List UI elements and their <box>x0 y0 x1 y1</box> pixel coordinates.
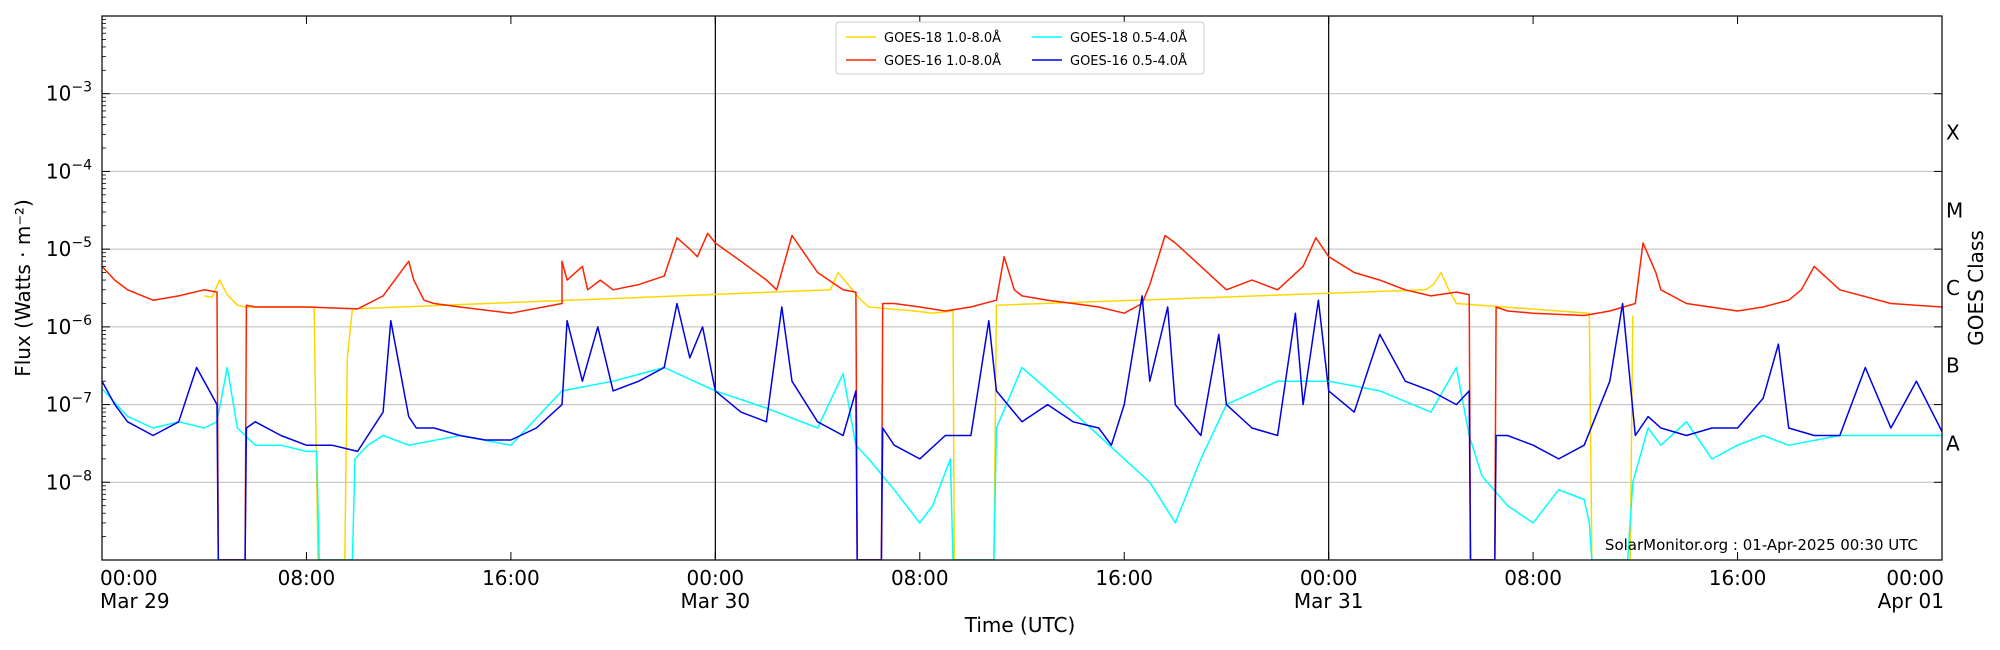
x-tick-date-label: Mar 30 <box>681 589 751 613</box>
x-axis-label: Time (UTC) <box>964 613 1076 637</box>
series-line <box>102 232 1942 560</box>
x-tick-label: 08:00 <box>278 566 336 590</box>
x-tick-label: 00:00 <box>687 566 745 590</box>
x-tick-date-label: Apr 01 <box>1878 589 1944 613</box>
legend-entry-label: GOES-18 0.5-4.0Å <box>1070 30 1187 46</box>
legend-entry-label: GOES-18 1.0-8.0Å <box>884 30 1001 46</box>
credit-text: SolarMonitor.org : 01-Apr-2025 00:30 UTC <box>1605 536 1918 554</box>
plot-frame <box>101 15 1943 561</box>
y-tick-label: 10−5 <box>46 235 92 261</box>
y-axis-label: Flux (Watts · m⁻²) <box>11 199 35 377</box>
goes-class-label: B <box>1946 354 1960 378</box>
y-axis-ticks: 10−8 10−7 10−6 10−5 10−4 10−3 <box>46 19 1942 538</box>
series-line <box>204 271 1634 560</box>
x-tick-label: 08:00 <box>891 566 949 590</box>
plot-series <box>102 232 1942 560</box>
x-tick-label: 00:00 <box>100 566 158 590</box>
y-tick-label: 10−3 <box>46 80 92 106</box>
goes-class-labels: A B C M X <box>1946 121 1963 456</box>
x-tick-label: 16:00 <box>482 566 540 590</box>
goes-class-label: A <box>1946 431 1960 455</box>
x-tick-label: 00:00 <box>1300 566 1358 590</box>
goes-class-label: C <box>1946 276 1960 300</box>
x-tick-label: 00:00 <box>1886 566 1944 590</box>
legend-entry-label: GOES-16 1.0-8.0Å <box>884 53 1001 69</box>
y-tick-label: 10−8 <box>46 468 92 494</box>
legend: GOES-18 1.0-8.0Å GOES-18 0.5-4.0Å GOES-16 … <box>835 21 1205 75</box>
x-tick-date-label: Mar 31 <box>1294 589 1364 613</box>
legend-entry-label: GOES-16 0.5-4.0Å <box>1070 53 1187 69</box>
x-tick-label: 16:00 <box>1095 566 1153 590</box>
goes-class-label: M <box>1946 198 1963 222</box>
y-axis-label-right: GOES Class <box>1964 230 1988 346</box>
x-tick-date-label: Mar 29 <box>100 589 170 613</box>
x-tick-label: 16:00 <box>1709 566 1767 590</box>
goes-class-label: X <box>1946 121 1960 145</box>
y-tick-label: 10−6 <box>46 313 92 339</box>
x-tick-label: 08:00 <box>1504 566 1562 590</box>
legend-box <box>835 21 1205 75</box>
y-tick-label: 10−7 <box>46 391 92 417</box>
y-tick-label: 10−4 <box>46 157 92 183</box>
series-line <box>102 295 1942 560</box>
series-line <box>102 366 1942 560</box>
grid-lines <box>102 93 1942 483</box>
day-boundary-lines <box>714 16 1330 560</box>
